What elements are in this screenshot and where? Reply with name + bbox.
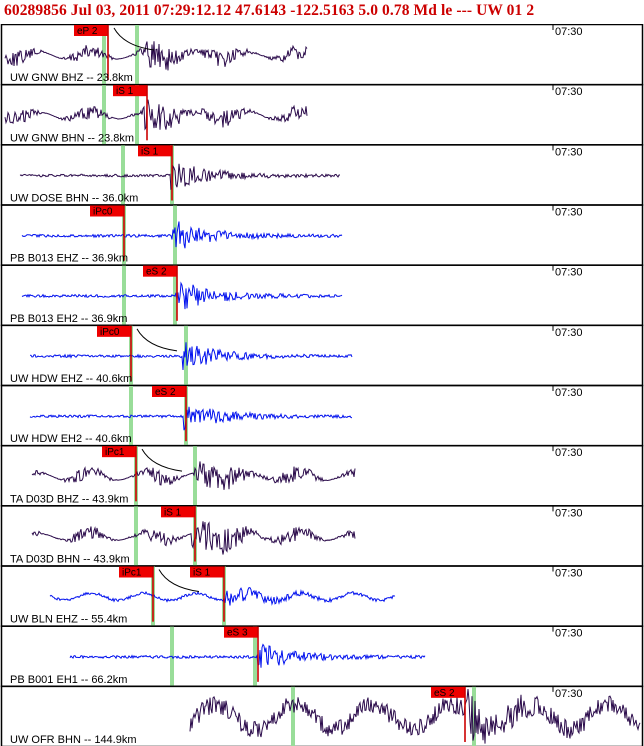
time-tick-label: 07:30 bbox=[555, 86, 583, 98]
pick-label: iPc0 bbox=[100, 327, 120, 338]
time-tick-label: 07:30 bbox=[555, 146, 583, 158]
waveform-trace bbox=[31, 521, 356, 555]
station-label: UW OFR BHN -- 144.9km bbox=[10, 734, 137, 746]
travel-time-curve bbox=[113, 27, 155, 51]
pick-label: iS 1 bbox=[116, 86, 134, 97]
pick-flag[interactable] bbox=[152, 386, 186, 397]
pick-label: iPc1 bbox=[122, 568, 142, 579]
waveform-trace bbox=[21, 281, 343, 310]
theoretical-arrival-marker bbox=[472, 686, 476, 746]
theoretical-arrival-marker bbox=[193, 446, 197, 506]
station-label: UW DOSE BHN -- 36.0km bbox=[10, 193, 138, 205]
pick-flag[interactable] bbox=[102, 446, 136, 458]
time-tick-label: 07:30 bbox=[555, 327, 583, 339]
travel-time-curve bbox=[136, 328, 178, 352]
pick-flag[interactable] bbox=[431, 686, 465, 698]
pick-label: eP 2 bbox=[77, 26, 98, 37]
pick-label: eS 2 bbox=[146, 267, 167, 278]
waveform-trace bbox=[21, 221, 343, 249]
time-tick-label: 07:30 bbox=[555, 568, 583, 580]
time-tick-label: 07:30 bbox=[555, 688, 583, 700]
pick-label: eS 2 bbox=[434, 688, 455, 699]
travel-time-curve bbox=[158, 569, 200, 592]
pick-flag[interactable] bbox=[143, 265, 177, 277]
theoretical-arrival-marker bbox=[253, 626, 257, 686]
theoretical-arrival-marker bbox=[184, 325, 188, 385]
pick-flag[interactable] bbox=[161, 506, 195, 518]
station-label: PB B001 EH1 -- 66.2km bbox=[10, 674, 127, 686]
station-label: PB B013 EHZ -- 36.9km bbox=[10, 253, 128, 265]
pick-label: iPc0 bbox=[93, 207, 113, 218]
pick-flag[interactable] bbox=[138, 145, 172, 157]
waveform-trace bbox=[189, 688, 641, 744]
pick-flag[interactable] bbox=[113, 85, 147, 97]
station-label: UW HDW EH2 -- 40.6km bbox=[10, 433, 132, 445]
pick-label: iS 1 bbox=[141, 146, 159, 157]
time-tick-label: 07:30 bbox=[555, 207, 583, 219]
travel-time-curve bbox=[141, 448, 183, 472]
theoretical-arrival-marker bbox=[135, 25, 139, 85]
time-tick-label: 07:30 bbox=[555, 628, 583, 640]
pick-label: eS 2 bbox=[155, 387, 176, 398]
time-tick-label: 07:30 bbox=[555, 447, 583, 459]
waveform-trace bbox=[31, 461, 356, 490]
waveform-trace bbox=[19, 163, 340, 191]
seismogram-panels: eP 2 UW GNW BHZ -- 23.8km 07:30 iS 1 UW GNW … bbox=[0, 24, 644, 746]
pick-flag[interactable] bbox=[119, 566, 153, 578]
station-label: UW GNW BHN -- 23.8km bbox=[10, 132, 134, 144]
theoretical-arrival-marker bbox=[135, 85, 139, 145]
time-tick-label: 07:30 bbox=[555, 26, 583, 38]
theoretical-arrival-marker bbox=[102, 85, 106, 145]
station-label: TA D03D BHZ -- 43.9km bbox=[10, 493, 128, 505]
pick-flag[interactable] bbox=[90, 205, 124, 217]
waveform-trace bbox=[29, 342, 353, 371]
pick-flag[interactable] bbox=[74, 25, 108, 36]
waveform-trace bbox=[69, 643, 426, 668]
pick-flag[interactable] bbox=[190, 566, 224, 578]
panel-frame bbox=[0, 685, 644, 746]
theoretical-arrival-marker bbox=[291, 686, 295, 746]
waveform-trace bbox=[49, 587, 396, 606]
station-label: PB B013 EH2 -- 36.9km bbox=[10, 313, 127, 325]
pick-label: eS 3 bbox=[227, 628, 248, 639]
event-title: 60289856 Jul 03, 2011 07:29:12.12 47.614… bbox=[4, 2, 535, 19]
pick-label: iS 1 bbox=[193, 568, 211, 579]
waveform-trace bbox=[4, 41, 308, 71]
pick-flag[interactable] bbox=[97, 325, 131, 337]
time-tick-label: 07:30 bbox=[555, 267, 583, 279]
theoretical-arrival-marker bbox=[121, 145, 125, 205]
station-label: UW HDW EHZ -- 40.6km bbox=[10, 373, 132, 385]
waveform-trace bbox=[29, 406, 353, 431]
pick-flag[interactable] bbox=[224, 626, 258, 638]
event-header: 60289856 Jul 03, 2011 07:29:12.12 47.614… bbox=[0, 0, 644, 24]
pick-label: iPc1 bbox=[105, 447, 125, 458]
time-tick-label: 07:30 bbox=[555, 507, 583, 519]
station-label: UW GNW BHZ -- 23.8km bbox=[10, 72, 133, 84]
time-tick-label: 07:30 bbox=[555, 387, 583, 399]
station-label: UW BLN EHZ -- 55.4km bbox=[10, 614, 127, 626]
waveform-trace bbox=[4, 99, 308, 131]
pick-label: iS 1 bbox=[164, 507, 182, 518]
station-label: TA D03D BHN -- 43.9km bbox=[10, 554, 130, 566]
